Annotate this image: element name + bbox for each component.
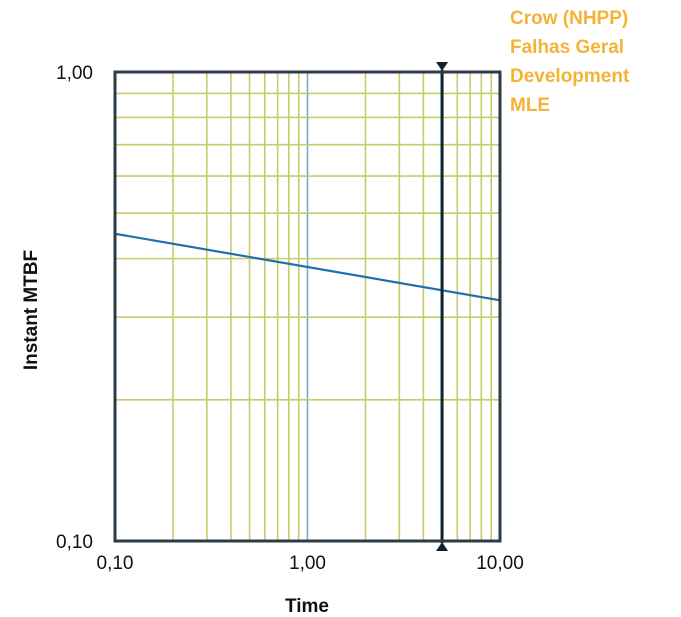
y-tick-label: 1,00: [56, 63, 93, 84]
plot-frame: [113, 70, 502, 543]
series-layer: [114, 232, 501, 302]
marker-bottom-triangle[interactable]: [436, 542, 449, 551]
x-tick-label: 10,00: [476, 553, 524, 574]
y-tick-label: 0,10: [56, 532, 93, 553]
series-line: [114, 232, 501, 302]
legend-line-4: MLE: [510, 95, 550, 116]
x-axis-title: Time: [285, 596, 329, 617]
legend-line-1: Crow (NHPP): [510, 8, 628, 29]
tick-labels: 0,10 1,00 10,00 0,10 1,00: [56, 63, 524, 574]
vertical-marker[interactable]: [436, 62, 449, 551]
legend-line-3: Development: [510, 66, 630, 87]
legend-line-2: Falhas Geral: [510, 37, 624, 58]
y-axis-title: Instant MTBF: [21, 250, 42, 370]
marker-top-triangle[interactable]: [436, 62, 449, 71]
x-tick-label: 0,10: [97, 553, 134, 574]
x-tick-label: 1,00: [289, 553, 326, 574]
legend: Crow (NHPP) Falhas Geral Development MLE: [510, 8, 630, 116]
